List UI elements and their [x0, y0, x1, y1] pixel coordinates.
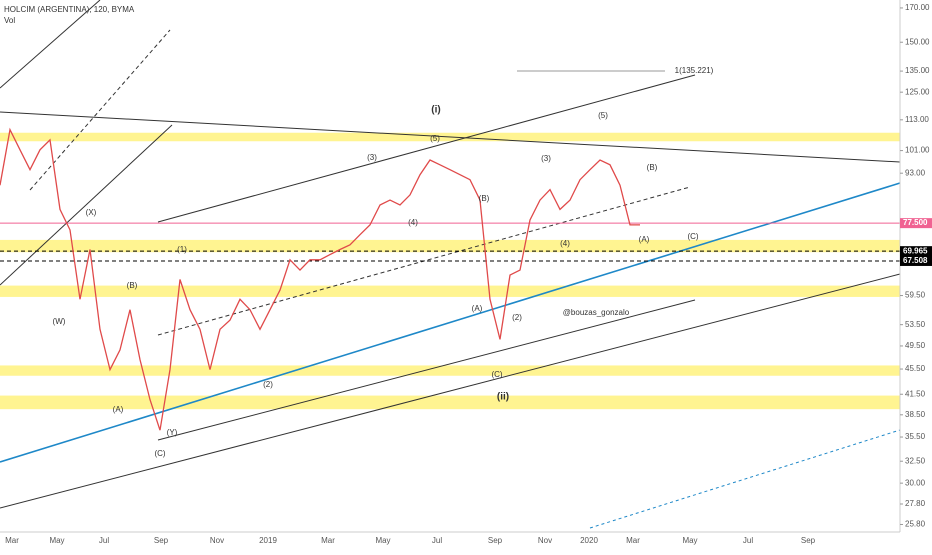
x-tick-label: Jul	[99, 536, 109, 545]
zone	[0, 395, 900, 410]
price-label: 77.500	[903, 218, 928, 227]
price-label-box	[900, 246, 932, 257]
x-tick-label: May	[49, 536, 64, 545]
y-tick-label: 32.50	[905, 456, 926, 465]
y-tick-label: 41.50	[905, 389, 926, 398]
price-label: 67.508	[903, 256, 928, 265]
wave-label: (4)	[408, 218, 418, 227]
y-tick-label: 135.00	[905, 66, 930, 75]
x-tick-label: Nov	[538, 536, 552, 545]
y-tick-label: 25.80	[905, 520, 926, 529]
x-tick-label: Sep	[801, 536, 816, 545]
wave-label: (C)	[687, 232, 698, 241]
y-tick-label: 38.50	[905, 410, 926, 419]
wave-label: (3)	[367, 153, 377, 162]
y-tick-label: 59.50	[905, 291, 926, 300]
price-line-series	[0, 127, 640, 431]
y-tick-label: 49.50	[905, 341, 926, 350]
x-tick-label: Nov	[210, 536, 224, 545]
x-tick-label: Jul	[432, 536, 442, 545]
zone	[0, 239, 900, 253]
chart-title: HOLCIM (ARGENTINA), 120, BYMA	[4, 5, 135, 14]
subtitle: Vol	[4, 16, 15, 25]
y-tick-label: 35.50	[905, 432, 926, 441]
price-label: 69.965	[903, 246, 928, 255]
price-label-box	[900, 255, 932, 266]
x-tick-label: Mar	[626, 536, 640, 545]
wave-label: (A)	[113, 405, 124, 414]
wave-label: (5)	[430, 134, 440, 143]
wave-label: (B)	[479, 194, 490, 203]
wave-label: (A)	[639, 235, 650, 244]
x-tick-label: Jul	[743, 536, 753, 545]
wave-label: (ii)	[497, 392, 509, 403]
wave-label: @bouzas_gonzalo	[563, 308, 630, 317]
y-tick-label: 150.00	[905, 37, 930, 46]
wave-label: (2)	[512, 313, 522, 322]
trend-lines	[0, 0, 901, 529]
wave-label: (2)	[263, 380, 273, 389]
wave-label: (i)	[431, 105, 440, 116]
wave-label: (Y)	[167, 428, 178, 437]
price-axis	[900, 0, 932, 550]
y-tick-label: 53.50	[905, 320, 926, 329]
wave-label: (W)	[53, 317, 66, 326]
y-tick-label: 125.00	[905, 87, 930, 96]
x-tick-label: May	[682, 536, 697, 545]
price-label-box	[900, 218, 932, 229]
y-tick-label: 27.80	[905, 499, 926, 508]
y-tick-label: 45.50	[905, 364, 926, 373]
wave-label: (C)	[491, 370, 502, 379]
y-tick-label: 113.00	[905, 115, 929, 124]
y-tick-label: 30.00	[905, 478, 926, 487]
wave-label: (3)	[541, 154, 551, 163]
zone	[0, 285, 900, 297]
wave-label: (B)	[647, 163, 658, 172]
x-tick-label: May	[375, 536, 390, 545]
y-tick-label: 170.00	[905, 3, 930, 12]
wave-label: (C)	[154, 449, 165, 458]
wave-label: (5)	[598, 111, 608, 120]
zone	[0, 365, 900, 376]
wave-label: (X)	[86, 208, 97, 217]
wave-label: (1)	[177, 245, 187, 254]
wave-label: (A)	[472, 304, 483, 313]
wave-label: (4)	[560, 239, 570, 248]
wave-label: 1(135.221)	[675, 66, 714, 75]
x-tick-label: 2019	[259, 536, 277, 545]
x-tick-label: Sep	[488, 536, 503, 545]
x-tick-label: Sep	[154, 536, 169, 545]
x-tick-label: Mar	[321, 536, 335, 545]
y-tick-label: 93.00	[905, 168, 926, 177]
x-tick-label: Mar	[5, 536, 19, 545]
wave-label: (B)	[127, 281, 138, 290]
y-tick-label: 101.00	[905, 146, 930, 155]
x-tick-label: 2020	[580, 536, 598, 545]
